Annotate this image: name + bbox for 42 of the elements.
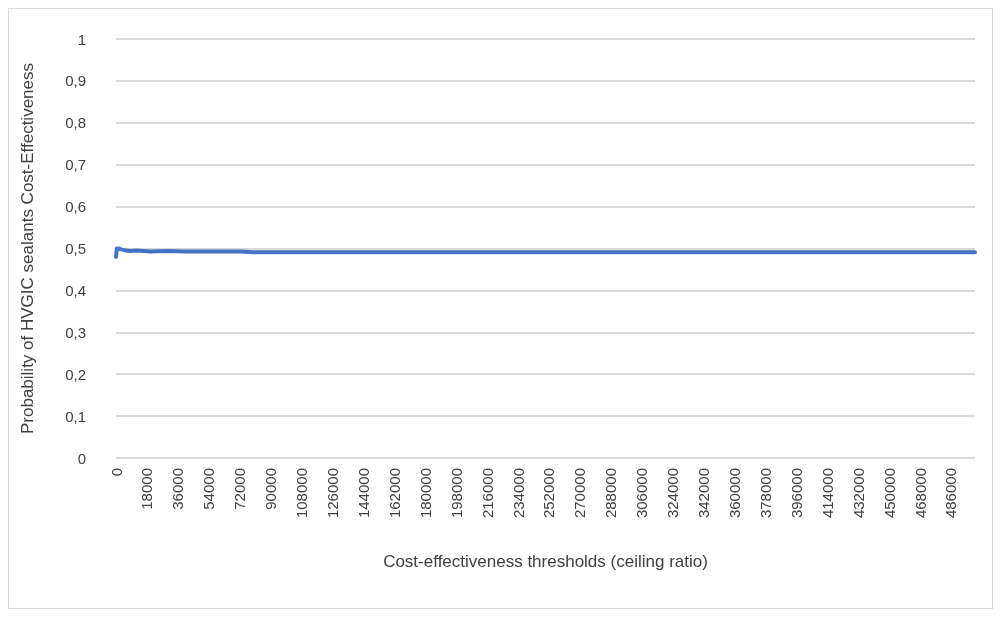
y-tick-label: 0,1 — [65, 407, 86, 425]
x-tick-label: 180000 — [416, 468, 434, 519]
x-tick-label: 252000 — [540, 468, 558, 519]
y-tick-label: 0,4 — [65, 281, 86, 299]
x-tick-label: 0 — [107, 468, 125, 477]
x-tick-label: 234000 — [509, 468, 527, 519]
y-tick-label: 0,9 — [65, 72, 86, 90]
x-tick-label: 360000 — [725, 468, 743, 519]
y-axis-title: Probability of HVGIC sealants Cost-Effectiveness — [18, 62, 37, 435]
x-tick-label: 126000 — [323, 468, 341, 519]
x-tick-label: 324000 — [664, 468, 682, 519]
x-tick-label: 288000 — [602, 468, 620, 519]
x-tick-label: 198000 — [447, 468, 465, 519]
y-tick-label: 0,5 — [65, 240, 86, 257]
x-tick-label: 18000 — [138, 468, 156, 510]
x-tick-label: 468000 — [911, 468, 929, 519]
x-tick-label: 54000 — [200, 468, 218, 510]
line-series — [114, 246, 977, 259]
y-tick-label: 0,8 — [65, 114, 86, 132]
x-tick-label: 108000 — [293, 468, 311, 519]
x-tick-label: 216000 — [478, 468, 496, 519]
y-tick-label: 0,7 — [65, 156, 86, 174]
x-axis-title: Cost-effectiveness thresholds (ceiling ratio) — [383, 552, 708, 571]
x-tick-label: 270000 — [571, 468, 589, 519]
x-tick-label: 90000 — [262, 468, 280, 510]
x-tick-label: 72000 — [231, 468, 249, 510]
y-tick-label: 1 — [77, 30, 86, 48]
y-tick-label: 0 — [77, 449, 86, 467]
x-tick-label: 144000 — [354, 468, 372, 519]
x-tick-label: 306000 — [633, 468, 651, 519]
x-tick-label: 432000 — [849, 468, 867, 519]
x-tick-label: 396000 — [787, 468, 805, 519]
x-tick-label: 342000 — [695, 468, 713, 519]
x-tick-label: 414000 — [818, 468, 836, 519]
x-tick-label: 486000 — [942, 468, 960, 519]
y-tick-label: 0,2 — [65, 365, 86, 383]
x-tick-label: 162000 — [385, 468, 403, 519]
y-tick-label: 0,3 — [65, 323, 86, 341]
y-tick-label: 0,6 — [65, 198, 86, 216]
x-tick-label: 378000 — [756, 468, 774, 519]
x-tick-label: 36000 — [169, 468, 187, 510]
x-tick-label: 450000 — [880, 468, 898, 519]
